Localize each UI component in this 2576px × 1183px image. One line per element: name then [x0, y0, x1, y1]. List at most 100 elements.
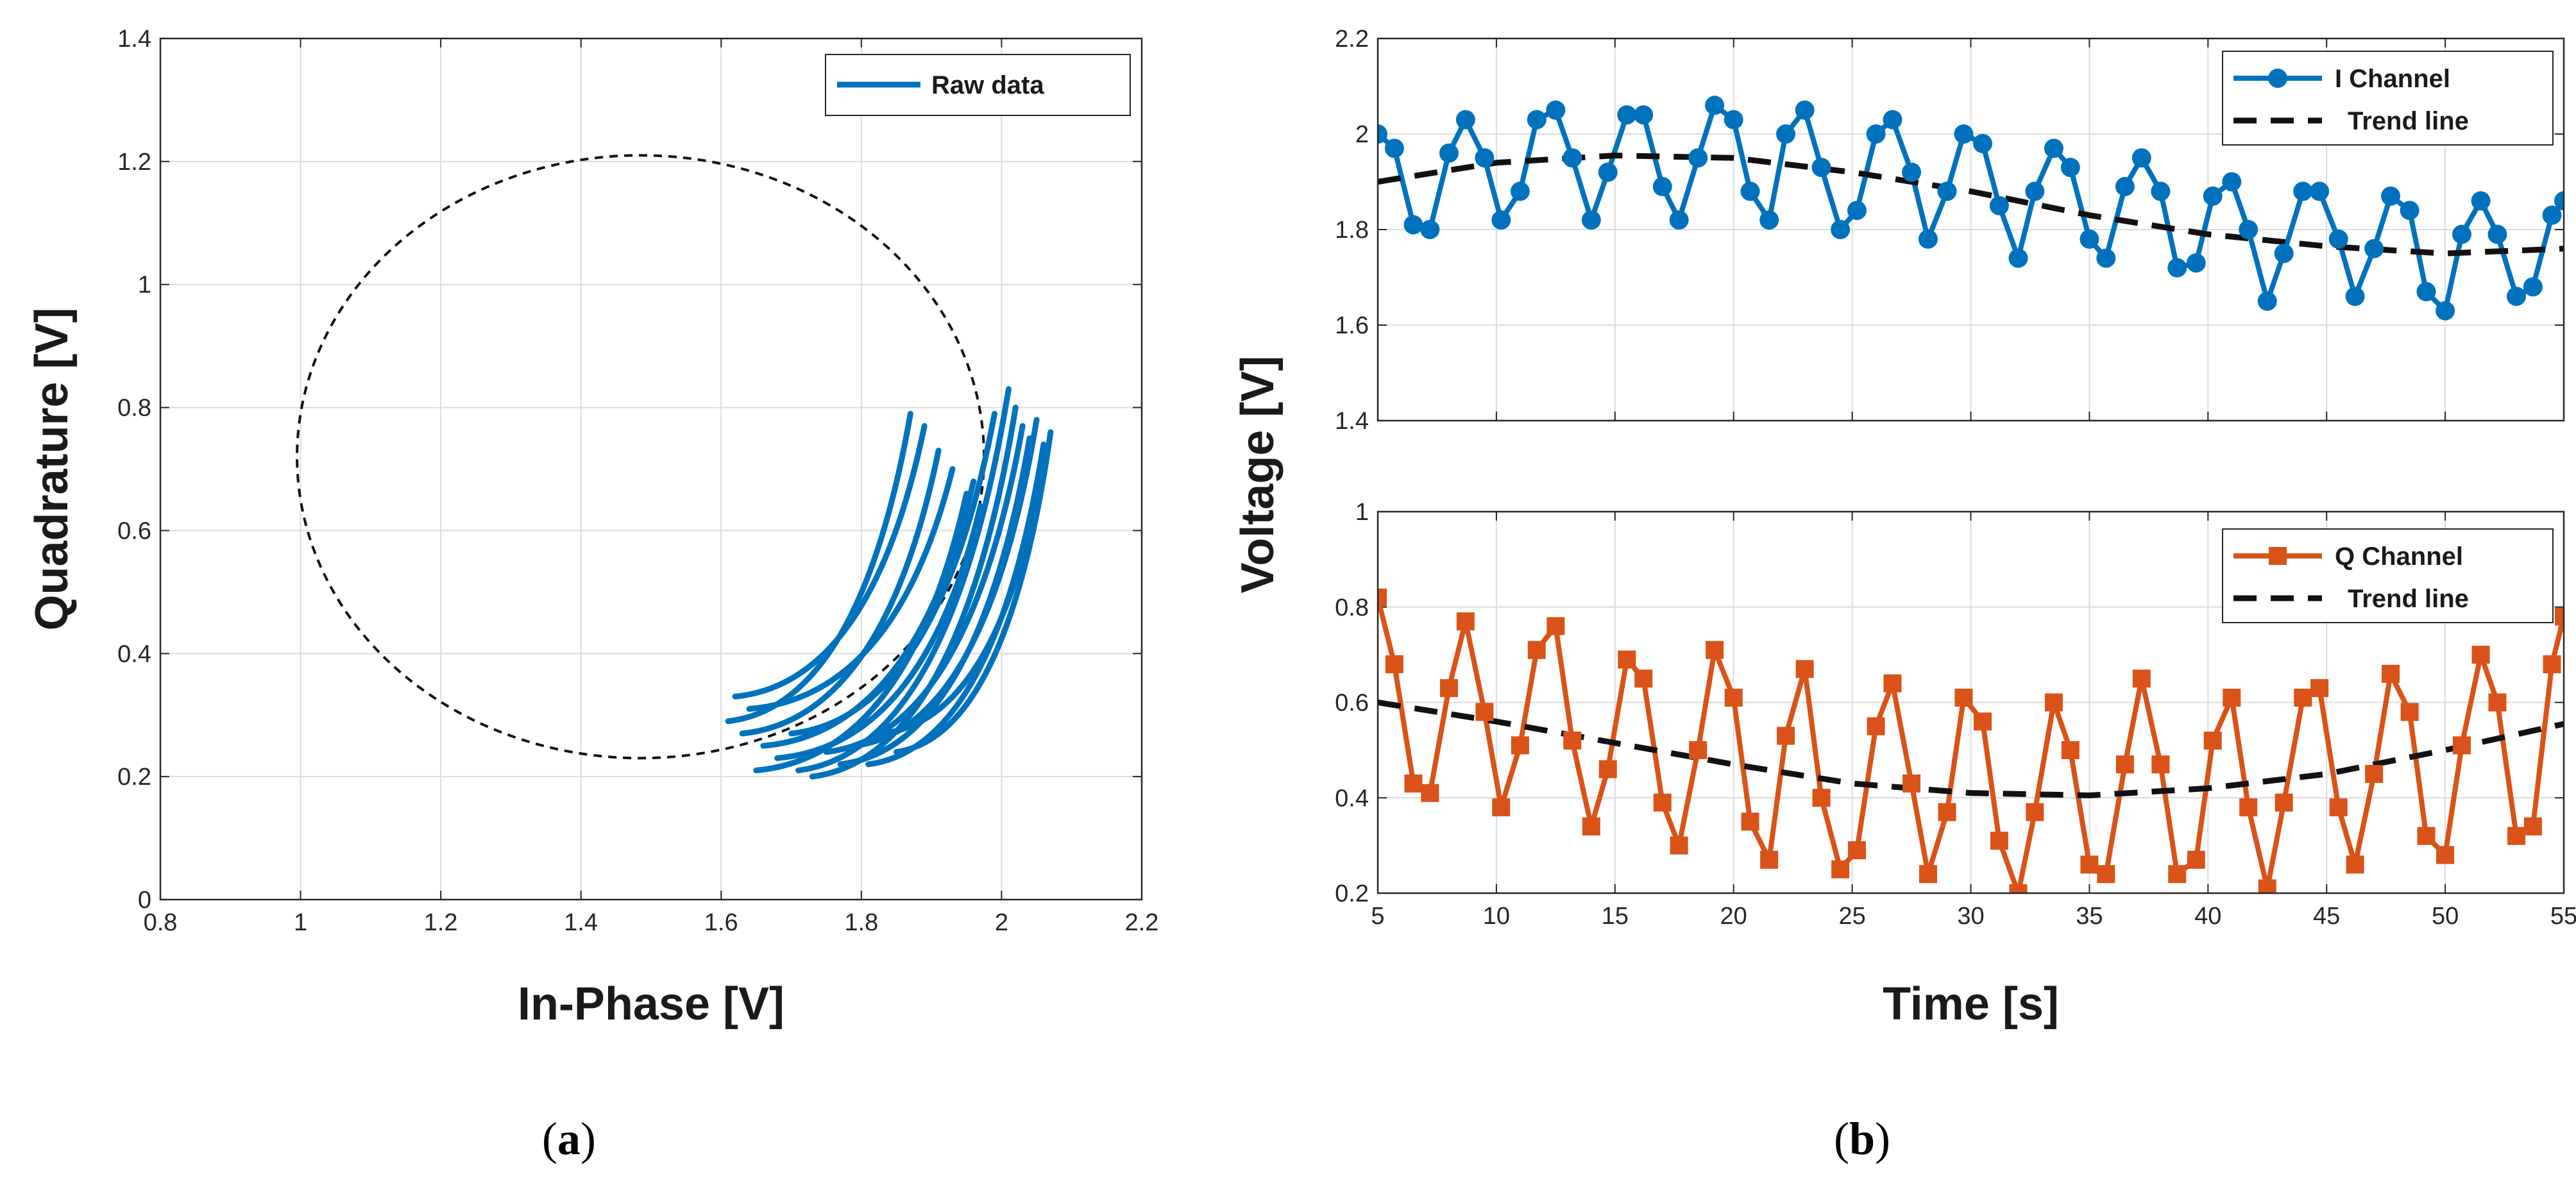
- data-point: [2239, 798, 2258, 817]
- legend-box: [2222, 51, 2554, 146]
- x-tick-label: 1: [294, 909, 307, 936]
- data-point: [2025, 181, 2045, 201]
- panel-label-b: (b): [1834, 1113, 1890, 1164]
- panel-letter: a: [557, 1113, 580, 1164]
- data-point: [1475, 703, 1494, 721]
- data-point: [1706, 641, 1724, 659]
- x-tick-label: 55: [2550, 903, 2576, 930]
- data-point: [1811, 158, 1831, 178]
- raw-data-arc: [788, 410, 997, 737]
- data-point: [2223, 689, 2241, 707]
- data-point: [1990, 832, 2008, 850]
- x-tick-label: 30: [1957, 903, 1984, 930]
- x-tick-label: 20: [1720, 903, 1747, 930]
- data-point: [1937, 181, 1957, 201]
- data-point: [2061, 741, 2080, 759]
- y-tick-label: 2.2: [1335, 26, 1369, 53]
- data-point: [2487, 224, 2507, 244]
- panel-paren-close: ): [580, 1113, 596, 1164]
- data-point: [2293, 181, 2313, 201]
- y-tick-label: 1: [1355, 499, 1369, 526]
- x-tick-label: 25: [1838, 903, 1865, 930]
- x-tick-label: 35: [2076, 903, 2103, 930]
- x-tick-label: 1.2: [424, 909, 458, 936]
- data-point: [1902, 162, 1922, 182]
- plot-content: [1378, 96, 2564, 321]
- data-point: [1492, 798, 1511, 817]
- data-point: [1385, 655, 1403, 673]
- data-point: [1812, 789, 1831, 807]
- axes-box: [1377, 37, 2565, 422]
- x-tick-label: 15: [1602, 903, 1629, 930]
- data-point: [2554, 191, 2564, 211]
- data-point: [1378, 124, 1387, 144]
- data-point: [1563, 732, 1582, 750]
- data-point: [2168, 865, 2187, 884]
- data-point: [1705, 96, 1725, 115]
- y-tick-label: 1.4: [1335, 408, 1369, 435]
- data-point: [1867, 717, 1885, 735]
- legend: Raw data: [825, 54, 1131, 116]
- data-point: [2346, 855, 2364, 874]
- data-point: [1795, 100, 1815, 120]
- data-point: [1527, 641, 1546, 659]
- data-point: [2328, 229, 2348, 249]
- data-point: [1973, 712, 1992, 731]
- legend-label: Raw data: [931, 71, 1044, 99]
- y-tick-label: 0.8: [117, 395, 151, 422]
- data-point: [2096, 248, 2116, 268]
- iq-scatter-chart: 0.8 1 1.2 1.4 1.6 1.8 2 2.2 0 0.2 0.4 0.6 0.8 1 1.2 1.4…: [26, 26, 1158, 1030]
- raw-data-arc: [774, 503, 984, 761]
- data-point: [2203, 732, 2222, 750]
- data-point: [2542, 205, 2562, 225]
- data-point: [1475, 148, 1495, 168]
- data-point: [1759, 210, 1779, 230]
- data-point: [1378, 588, 1387, 607]
- data-point: [1918, 229, 1938, 249]
- data-point: [1491, 210, 1511, 230]
- data-point: [1510, 181, 1530, 201]
- data-point: [2274, 244, 2294, 264]
- data-point: [2044, 693, 2063, 712]
- data-point: [2381, 186, 2401, 206]
- i-channel-chart: 1.4 1.6 1.8 2 2.2 I Channel Trend line Voltage …: [1232, 26, 2565, 593]
- data-point: [2258, 879, 2276, 893]
- axes-box: [1377, 510, 2565, 894]
- data-point: [2115, 755, 2134, 774]
- x-tick-label: 50: [2432, 903, 2459, 930]
- signal-line: [1378, 596, 2564, 893]
- data-point: [1883, 110, 1902, 130]
- data-point: [2364, 239, 2384, 258]
- data-point: [1563, 148, 1582, 168]
- y-tick-label: 0.2: [1335, 880, 1369, 907]
- data-point: [2310, 181, 2330, 201]
- data-point: [1831, 220, 1851, 239]
- data-point: [1795, 660, 1814, 678]
- data-point: [1740, 181, 1760, 201]
- data-point: [1439, 143, 1459, 163]
- data-point: [1421, 784, 1439, 802]
- data-point: [2471, 646, 2490, 664]
- data-point: [2365, 765, 2384, 784]
- legend-label: Q Channel: [2335, 542, 2463, 571]
- data-point: [2009, 884, 2028, 893]
- data-point: [2008, 248, 2028, 268]
- data-point: [2044, 138, 2063, 158]
- y-axis-label: Quadrature [V]: [26, 307, 78, 630]
- data-point: [1847, 201, 1867, 221]
- x-tick-label: 1.4: [564, 909, 598, 936]
- data-point: [2151, 755, 2170, 774]
- data-point: [2131, 148, 2151, 168]
- legend: Q Channel Trend line: [2222, 528, 2554, 623]
- data-point: [1582, 817, 1600, 835]
- data-point: [2294, 689, 2312, 707]
- y-tick-label: 1: [138, 272, 151, 299]
- x-tick-label: 10: [1483, 903, 1510, 930]
- x-tick-label: 1.6: [704, 909, 738, 936]
- data-point: [1456, 612, 1475, 631]
- data-point: [1598, 760, 1617, 778]
- legend-label: Trend line: [2348, 107, 2469, 135]
- data-point: [2275, 793, 2293, 812]
- data-point: [1618, 650, 1636, 669]
- raw-data-arc: [795, 386, 1012, 773]
